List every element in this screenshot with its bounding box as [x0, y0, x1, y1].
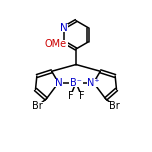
Bar	[106, 102, 123, 110]
Bar	[67, 92, 75, 100]
Bar	[42, 40, 68, 48]
Text: F: F	[79, 91, 84, 101]
Bar	[59, 24, 68, 32]
Text: F: F	[68, 91, 73, 101]
Text: Br: Br	[109, 101, 120, 111]
Bar	[54, 79, 63, 87]
Bar	[86, 79, 101, 87]
Text: N: N	[55, 78, 62, 88]
Bar	[69, 79, 83, 87]
Text: B⁻: B⁻	[70, 78, 82, 88]
Text: N: N	[60, 23, 68, 33]
Text: N⁺: N⁺	[87, 78, 100, 88]
Text: OMe: OMe	[44, 39, 66, 49]
Bar	[77, 92, 85, 100]
Bar	[29, 102, 46, 110]
Text: Br: Br	[32, 101, 43, 111]
